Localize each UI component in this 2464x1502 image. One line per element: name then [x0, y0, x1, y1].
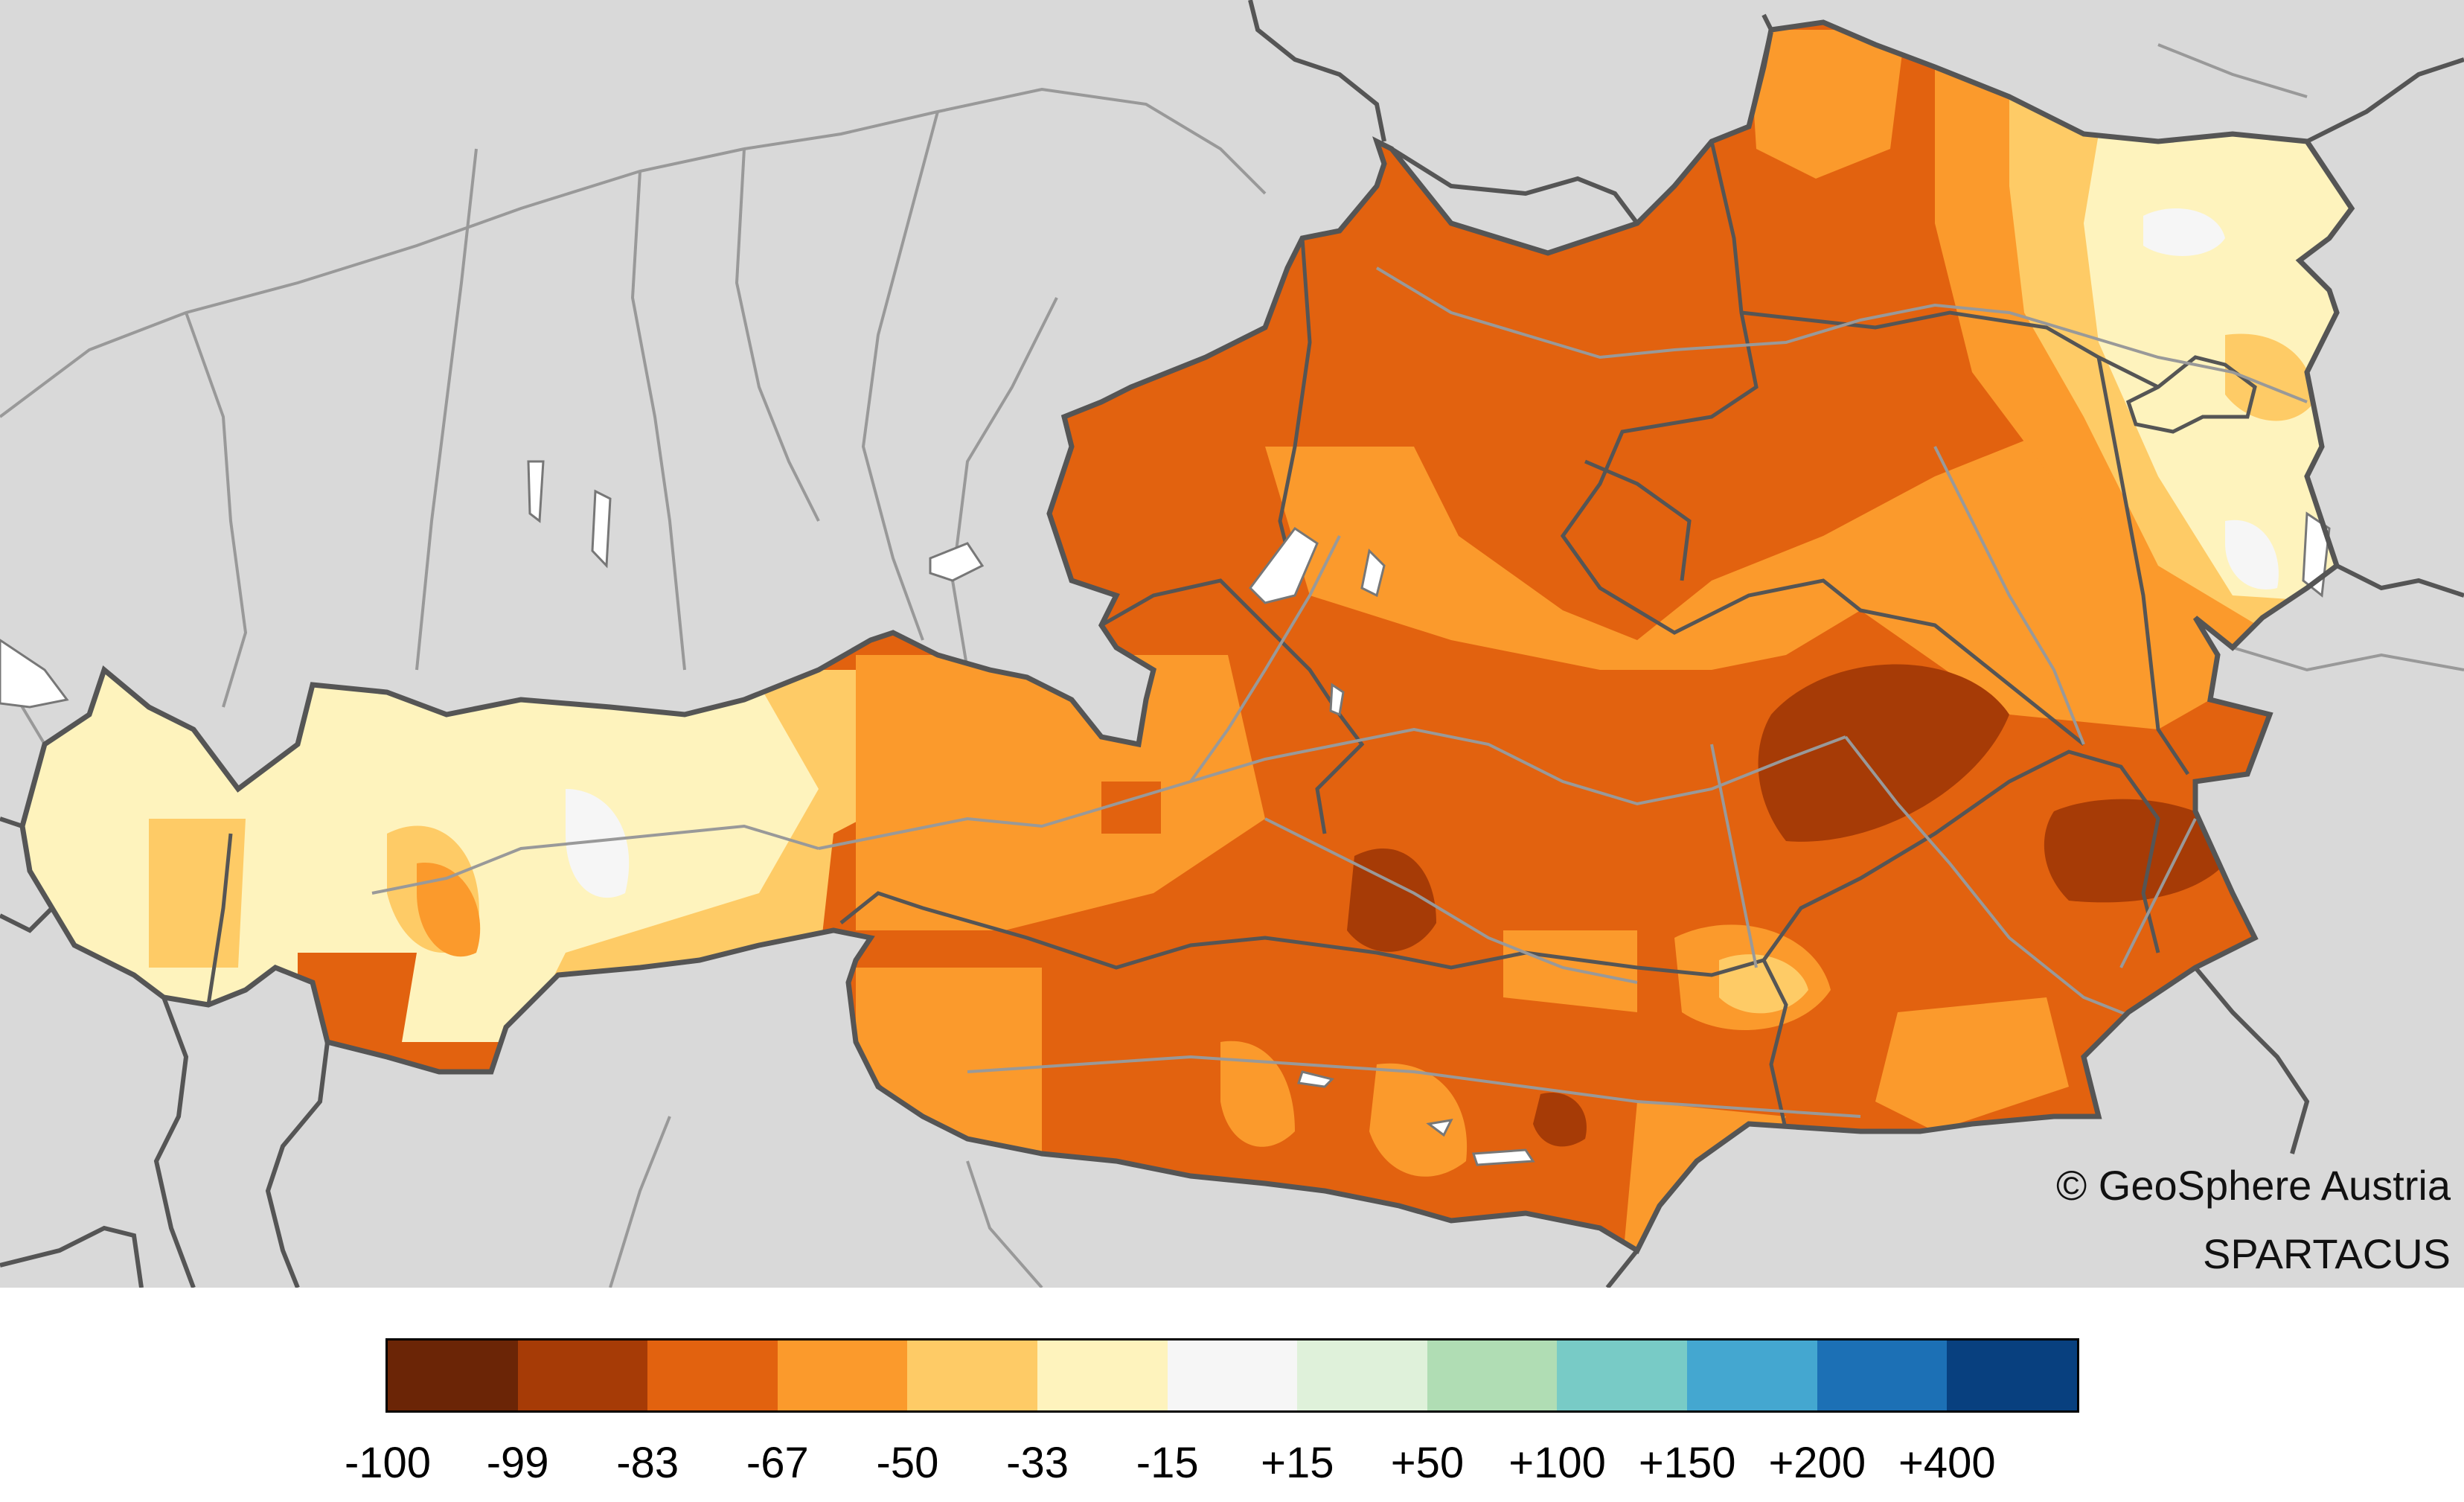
copyright-label: © GeoSphere Austria: [2055, 1162, 2451, 1209]
legend-label: +15: [1261, 1439, 1334, 1487]
legend-swatch: [1687, 1340, 1817, 1410]
legend-label: +400: [1898, 1439, 1996, 1487]
legend-label: -83: [616, 1439, 679, 1487]
legend-swatch: [1817, 1340, 1948, 1410]
legend-label: -33: [1006, 1439, 1069, 1487]
legend-swatch: [777, 1340, 908, 1410]
legend-swatch: [1167, 1340, 1298, 1410]
legend-swatch: [1427, 1340, 1558, 1410]
legend-swatch: [1947, 1340, 2077, 1410]
legend-swatch: [1037, 1340, 1168, 1410]
legend-swatch: [1297, 1340, 1427, 1410]
legend-label: -15: [1136, 1439, 1199, 1487]
legend-label: -100: [344, 1439, 432, 1487]
legend-label: -99: [486, 1439, 549, 1487]
austria-border: [19, 19, 2355, 1254]
source-label: SPARTACUS: [2203, 1230, 2451, 1277]
precipitation-anomaly-map: [0, 0, 2464, 1288]
legend-label: -50: [876, 1439, 939, 1487]
color-legend: [385, 1338, 2079, 1413]
legend-swatch: [517, 1340, 648, 1410]
legend-label: +100: [1508, 1439, 1606, 1487]
lakes: [0, 460, 985, 709]
state-borders: [206, 141, 2257, 1132]
legend-label: +50: [1390, 1439, 1465, 1487]
legend-swatch: [388, 1340, 518, 1410]
legend-swatch: [647, 1340, 778, 1410]
legend-swatch: [1557, 1340, 1688, 1410]
legend-label: +150: [1638, 1439, 1736, 1487]
rivers: [0, 43, 2464, 1288]
legend-swatch: [907, 1340, 1038, 1410]
legend-label: +200: [1768, 1439, 1866, 1487]
legend-label: -67: [746, 1439, 809, 1487]
